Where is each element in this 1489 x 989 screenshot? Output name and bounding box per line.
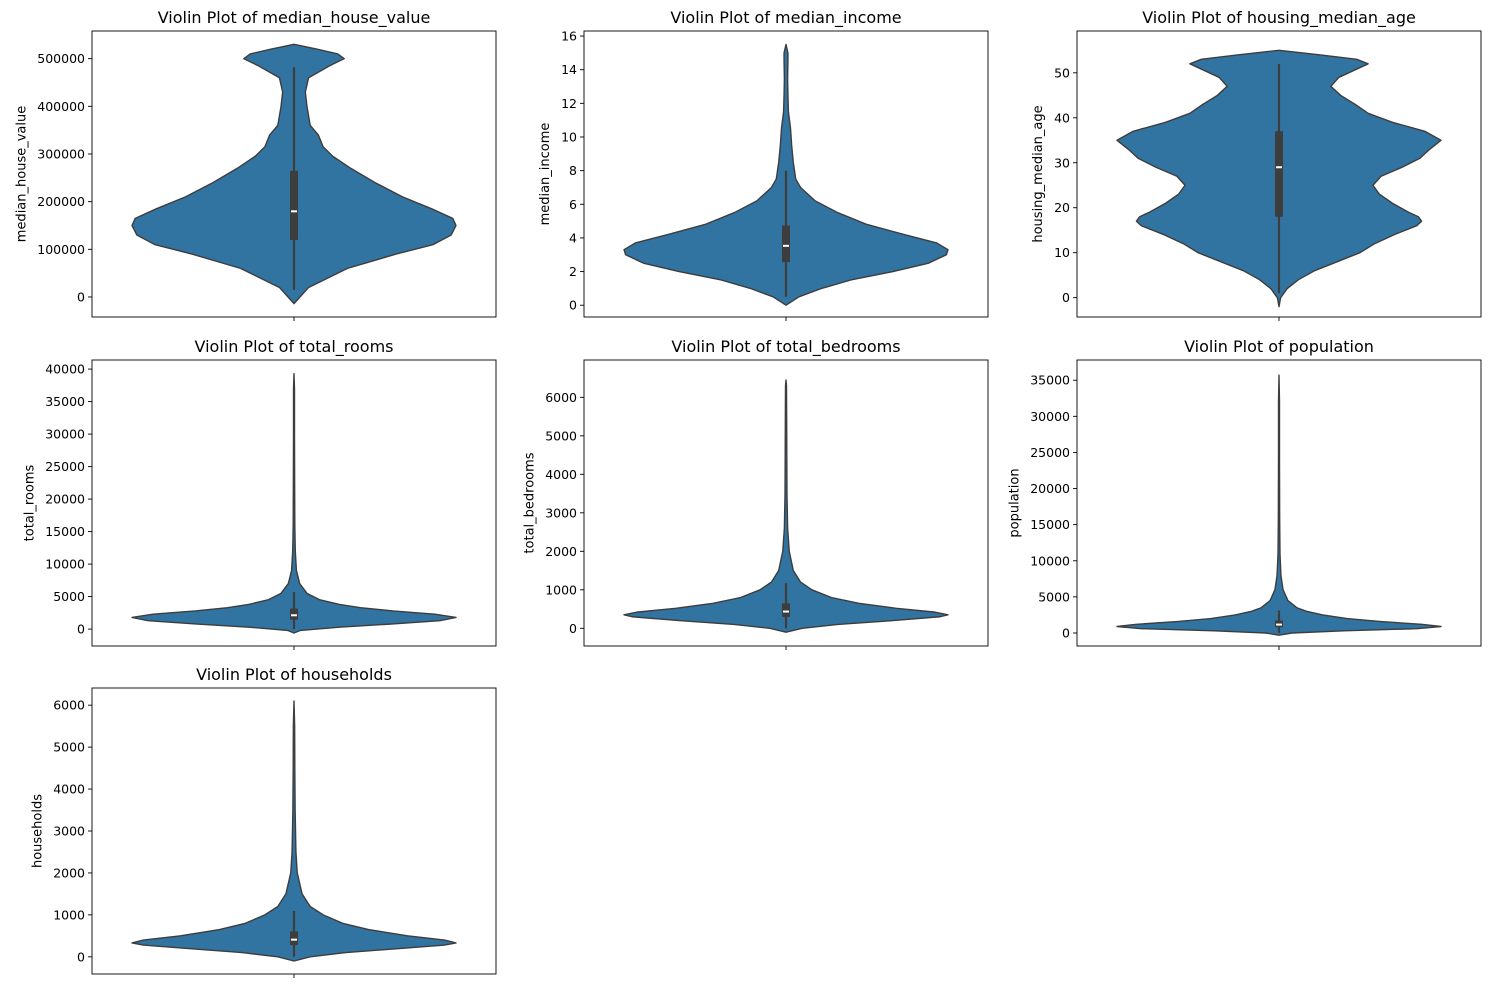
subplot: Violin Plot of housing_median_age 0 10 20 30… <box>1031 8 1482 321</box>
y-tick-label: 14 <box>561 62 577 77</box>
y-tick-label: 4000 <box>53 782 85 797</box>
y-tick-label: 25000 <box>45 459 85 474</box>
subplot-title: Violin Plot of median_house_value <box>158 8 431 28</box>
subplot-title: Violin Plot of housing_median_age <box>1142 8 1416 28</box>
y-tick-label: 300000 <box>37 146 85 161</box>
y-tick-label: 100000 <box>37 242 85 257</box>
y-tick-label: 6000 <box>545 390 577 405</box>
y-tick-label: 2000 <box>545 544 577 559</box>
y-tick-label: 0 <box>569 621 577 636</box>
y-axis-label: total_rooms <box>23 464 38 541</box>
y-tick-label: 0 <box>77 949 85 964</box>
y-axis-label: housing_median_age <box>1031 105 1046 242</box>
subplot: Violin Plot of median_income 0 2 4 6 8 10 12 14 1… <box>538 8 989 321</box>
y-tick-label: 0 <box>1062 626 1070 641</box>
y-tick-label: 20 <box>1054 200 1070 215</box>
subplot-title: Violin Plot of total_rooms <box>194 337 393 357</box>
iqr-box <box>782 225 790 263</box>
y-tick-label: 35000 <box>45 394 85 409</box>
y-tick-label: 20000 <box>45 492 85 507</box>
y-tick-label: 1000 <box>545 582 577 597</box>
y-tick-label: 10000 <box>45 557 85 572</box>
y-tick-label: 2000 <box>53 865 85 880</box>
y-tick-label: 4 <box>569 230 577 245</box>
y-tick-label: 0 <box>77 289 85 304</box>
subplot: Violin Plot of total_rooms 0 5000 10000 1500… <box>23 337 497 650</box>
y-axis-label: population <box>1008 468 1023 537</box>
y-tick-label: 5000 <box>545 428 577 443</box>
y-tick-label: 400000 <box>37 99 85 114</box>
y-tick-label: 30000 <box>1030 409 1070 424</box>
subplot: Violin Plot of total_bedrooms 0 1000 2000 30… <box>522 337 989 650</box>
violin-body <box>623 379 949 633</box>
y-tick-label: 10 <box>1054 245 1070 260</box>
y-axis-label: households <box>30 794 45 868</box>
y-tick-label: 40000 <box>45 362 85 377</box>
y-tick-label: 15000 <box>45 524 85 539</box>
y-tick-label: 20000 <box>1030 481 1070 496</box>
y-axis-label: total_bedrooms <box>522 452 537 553</box>
y-tick-label: 25000 <box>1030 445 1070 460</box>
y-tick-label: 0 <box>77 622 85 637</box>
subplot: Violin Plot of population 0 5000 10000 15000… <box>1008 337 1482 650</box>
y-tick-label: 12 <box>561 96 577 111</box>
y-tick-label: 6000 <box>53 698 85 713</box>
y-tick-label: 5000 <box>1038 589 1070 604</box>
iqr-box <box>782 603 790 617</box>
y-tick-label: 10 <box>561 129 577 144</box>
iqr-box <box>290 170 298 240</box>
subplot-title: Violin Plot of total_bedrooms <box>671 337 900 357</box>
y-tick-label: 40 <box>1054 110 1070 125</box>
y-tick-label: 30 <box>1054 155 1070 170</box>
iqr-box <box>1275 131 1283 217</box>
y-tick-label: 35000 <box>1030 373 1070 388</box>
y-tick-label: 2 <box>569 264 577 279</box>
y-tick-label: 8 <box>569 163 577 178</box>
subplot-title: Violin Plot of median_income <box>670 8 901 28</box>
violin-body <box>131 700 457 962</box>
y-tick-label: 15000 <box>1030 517 1070 532</box>
y-tick-label: 4000 <box>545 467 577 482</box>
y-tick-label: 6 <box>569 197 577 212</box>
y-tick-label: 3000 <box>53 824 85 839</box>
violin-body <box>131 372 457 634</box>
y-tick-label: 5000 <box>53 589 85 604</box>
subplot-title: Violin Plot of population <box>1184 337 1374 356</box>
violin-body <box>1116 374 1442 636</box>
y-axis-label: median_house_value <box>15 106 30 242</box>
subplot-title: Violin Plot of households <box>196 665 392 684</box>
y-tick-label: 50 <box>1054 65 1070 80</box>
y-tick-label: 30000 <box>45 427 85 442</box>
y-axis-label: median_income <box>538 123 553 226</box>
y-tick-label: 1000 <box>53 907 85 922</box>
y-tick-label: 0 <box>1062 290 1070 305</box>
y-tick-label: 16 <box>561 29 577 44</box>
y-tick-label: 0 <box>569 298 577 313</box>
iqr-box <box>290 931 298 946</box>
y-tick-label: 500000 <box>37 51 85 66</box>
subplot: Violin Plot of households 0 1000 2000 3000 40… <box>30 665 497 978</box>
iqr-box <box>290 608 298 620</box>
subplot: Violin Plot of median_house_value 0 100000… <box>15 8 497 321</box>
y-tick-label: 10000 <box>1030 553 1070 568</box>
y-tick-label: 5000 <box>53 740 85 755</box>
y-tick-label: 3000 <box>545 505 577 520</box>
y-tick-label: 200000 <box>37 194 85 209</box>
